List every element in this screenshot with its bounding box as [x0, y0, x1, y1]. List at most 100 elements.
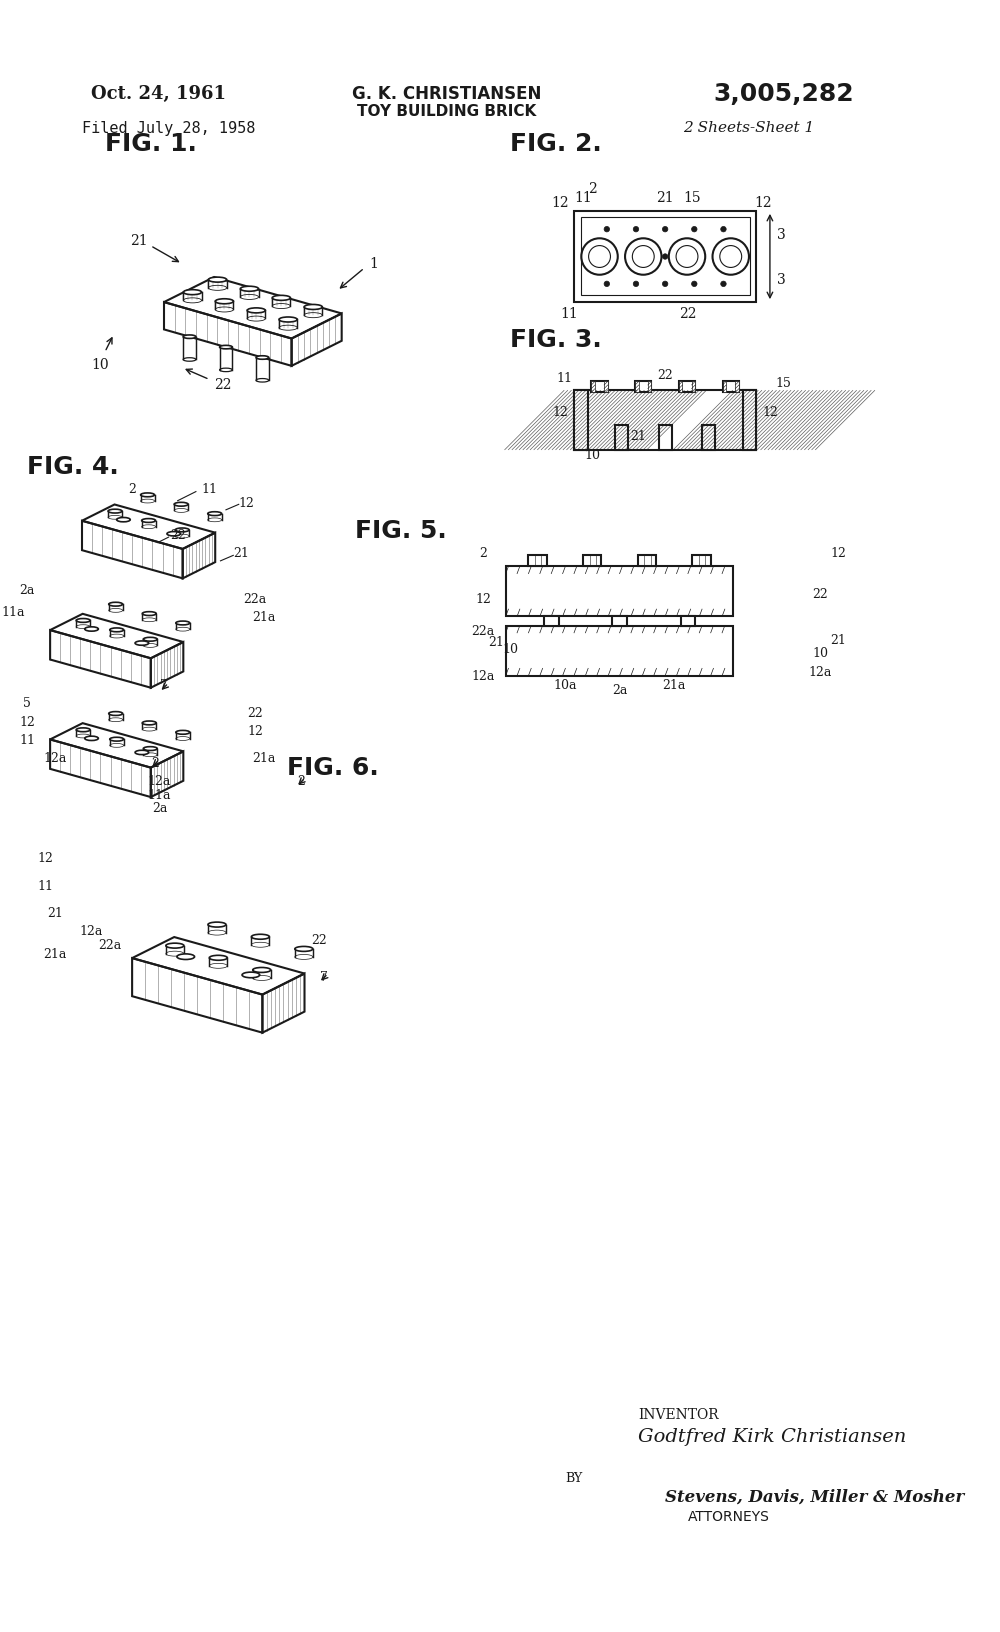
Text: 11: 11: [574, 191, 592, 206]
Text: 21: 21: [830, 633, 846, 646]
Text: 22: 22: [311, 934, 327, 947]
Text: 12: 12: [247, 725, 263, 738]
Bar: [574, 392, 588, 450]
Ellipse shape: [251, 935, 269, 940]
Text: 2: 2: [588, 183, 597, 196]
Text: 11a: 11a: [2, 605, 25, 619]
Ellipse shape: [85, 736, 98, 741]
Circle shape: [692, 255, 697, 259]
Text: 12: 12: [238, 496, 254, 509]
Text: 2: 2: [128, 483, 136, 496]
Text: INVENTOR: INVENTOR: [638, 1407, 718, 1421]
Text: 22a: 22a: [471, 623, 495, 636]
Text: 12: 12: [552, 406, 568, 419]
Text: 22: 22: [247, 707, 263, 720]
Ellipse shape: [272, 295, 290, 302]
Bar: [638, 557, 656, 566]
Text: 22: 22: [679, 307, 697, 322]
Text: 2a: 2a: [612, 684, 627, 697]
Ellipse shape: [295, 947, 313, 951]
Text: Filed July 28, 1958: Filed July 28, 1958: [82, 121, 255, 135]
Text: 12: 12: [762, 406, 778, 419]
Text: 21: 21: [130, 233, 147, 248]
Text: 11: 11: [557, 372, 573, 385]
Text: FIG. 6.: FIG. 6.: [287, 756, 379, 778]
Text: 12: 12: [755, 196, 772, 209]
Ellipse shape: [142, 612, 156, 617]
Bar: [681, 617, 695, 627]
Text: 12: 12: [475, 592, 491, 605]
Text: Godtfred Kirk Christiansen: Godtfred Kirk Christiansen: [638, 1428, 906, 1446]
Ellipse shape: [176, 731, 190, 734]
Bar: [702, 426, 715, 450]
Circle shape: [720, 246, 742, 268]
Bar: [679, 382, 682, 393]
Text: 2: 2: [479, 547, 487, 560]
Circle shape: [662, 255, 668, 259]
Ellipse shape: [143, 638, 157, 641]
Ellipse shape: [167, 532, 181, 537]
Text: 15: 15: [684, 191, 701, 206]
Bar: [723, 382, 726, 393]
Circle shape: [721, 255, 726, 259]
Text: 21a: 21a: [253, 610, 276, 623]
Circle shape: [692, 227, 697, 233]
Ellipse shape: [208, 277, 227, 282]
Text: 21: 21: [234, 547, 249, 560]
Text: 12: 12: [19, 715, 35, 728]
Text: 21: 21: [656, 191, 674, 206]
Text: Oct. 24, 1961: Oct. 24, 1961: [91, 85, 226, 103]
Bar: [591, 382, 595, 393]
Circle shape: [633, 227, 639, 233]
Text: ATTORNEYS: ATTORNEYS: [688, 1510, 770, 1523]
Text: 11: 11: [202, 483, 218, 496]
Text: 3: 3: [777, 273, 786, 287]
Ellipse shape: [209, 956, 227, 961]
Ellipse shape: [142, 519, 156, 524]
Text: Stevens, Davis, Miller & Mosher: Stevens, Davis, Miller & Mosher: [665, 1487, 964, 1505]
Ellipse shape: [109, 602, 123, 607]
Text: 21a: 21a: [43, 948, 66, 961]
Ellipse shape: [242, 973, 260, 978]
Text: 22: 22: [170, 529, 186, 542]
Text: 10: 10: [91, 357, 109, 372]
Bar: [583, 557, 601, 566]
Text: 11a: 11a: [148, 788, 171, 801]
Bar: [692, 382, 695, 393]
Bar: [574, 392, 756, 450]
Text: 2a: 2a: [20, 583, 35, 596]
Text: FIG. 1.: FIG. 1.: [105, 132, 197, 155]
Bar: [612, 617, 627, 627]
Ellipse shape: [142, 721, 156, 725]
Ellipse shape: [256, 356, 269, 361]
Text: FIG. 2.: FIG. 2.: [510, 132, 602, 155]
Text: 10a: 10a: [553, 679, 577, 692]
Circle shape: [692, 282, 697, 287]
Circle shape: [676, 246, 698, 268]
Text: 21a: 21a: [663, 679, 686, 692]
Text: 2: 2: [151, 756, 159, 769]
Ellipse shape: [176, 622, 190, 625]
Text: 11: 11: [19, 733, 35, 746]
Text: FIG. 4.: FIG. 4.: [27, 455, 119, 478]
Bar: [615, 426, 628, 450]
Text: 22: 22: [214, 379, 232, 392]
Text: 12a: 12a: [79, 925, 103, 938]
Bar: [648, 382, 651, 393]
Bar: [692, 557, 711, 566]
Bar: [635, 382, 651, 393]
Text: 5: 5: [23, 697, 31, 710]
Text: 3: 3: [777, 227, 786, 242]
Ellipse shape: [110, 628, 124, 632]
Text: 15: 15: [776, 377, 792, 390]
Ellipse shape: [117, 519, 130, 522]
Circle shape: [632, 246, 654, 268]
Text: 2a: 2a: [152, 801, 167, 814]
Text: 12a: 12a: [808, 666, 832, 679]
Text: FIG. 3.: FIG. 3.: [510, 328, 602, 351]
Ellipse shape: [141, 493, 155, 498]
Text: 22a: 22a: [243, 592, 267, 605]
Bar: [735, 382, 739, 393]
Ellipse shape: [76, 728, 90, 733]
Text: 21: 21: [489, 635, 505, 648]
